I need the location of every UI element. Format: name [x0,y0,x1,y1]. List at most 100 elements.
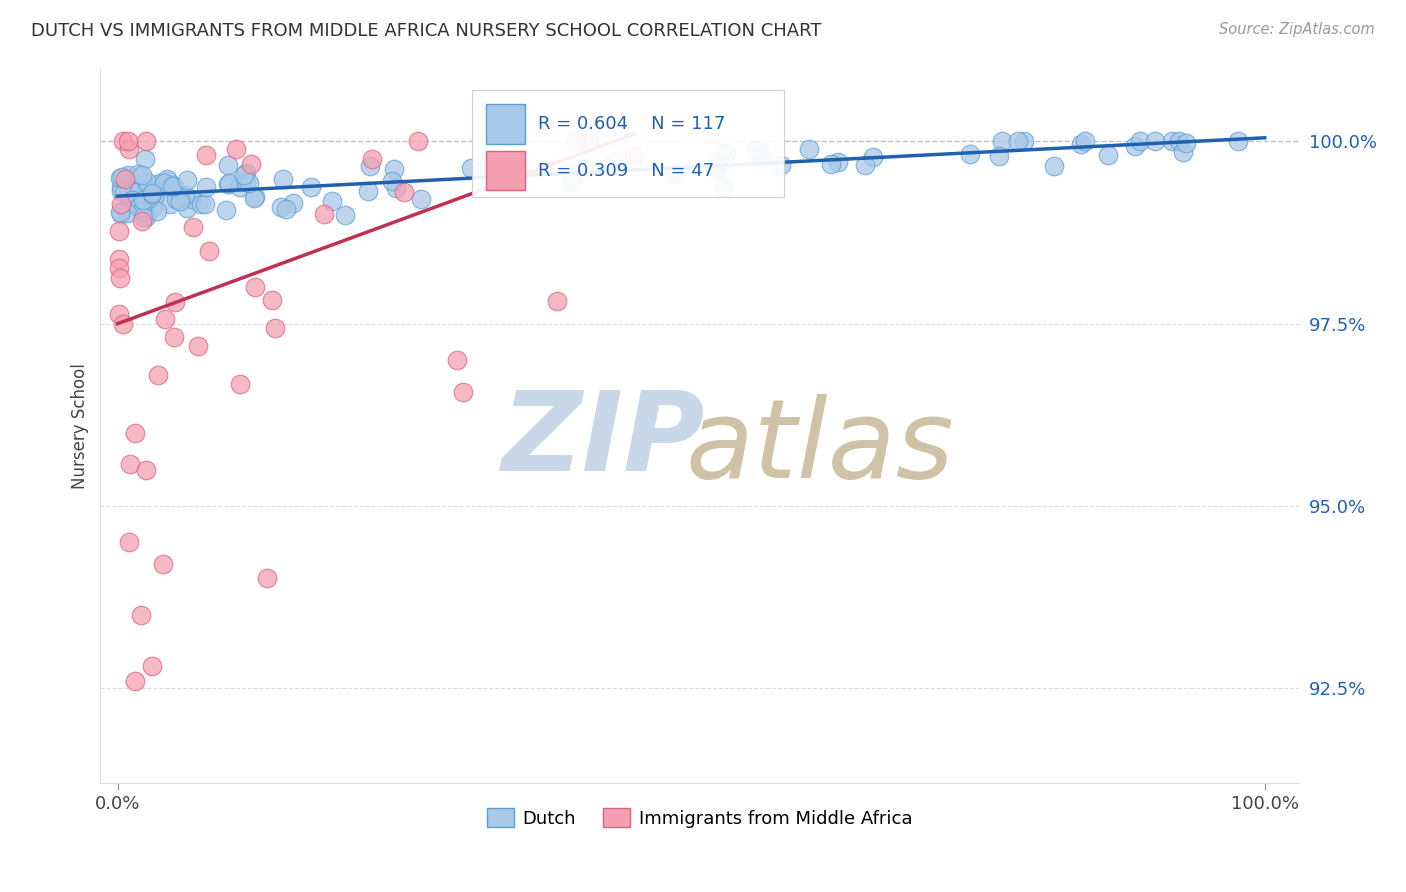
Point [141,187,163,202]
Point [134,201,156,215]
Point [141,659,163,673]
Point [745,143,768,157]
Point [169,194,191,209]
Point [155,312,177,326]
Text: DUTCH VS IMMIGRANTS FROM MIDDLE AFRICA NURSERY SCHOOL CORRELATION CHART: DUTCH VS IMMIGRANTS FROM MIDDLE AFRICA N… [31,22,821,40]
Point [1227,135,1250,149]
Point [163,294,186,309]
Point [108,224,131,238]
Point [664,167,686,181]
Point [229,180,252,194]
Point [187,338,209,352]
Point [260,293,283,307]
Y-axis label: Nursery School: Nursery School [72,363,89,489]
Point [131,214,153,228]
Point [263,321,285,335]
Point [256,571,278,585]
Point [1143,135,1166,149]
Point [121,188,143,202]
Point [110,197,132,211]
Point [382,162,405,177]
Point [135,193,157,207]
Point [138,181,160,195]
Point [799,142,821,156]
Point [114,171,136,186]
Point [108,270,131,285]
Point [135,135,157,149]
Point [1070,137,1092,152]
Point [127,200,149,214]
Point [157,174,180,188]
Point [124,426,146,441]
Point [1043,160,1066,174]
Point [112,317,135,331]
Point [1171,145,1194,159]
Point [1175,136,1198,150]
Point [118,142,141,156]
Point [505,165,527,179]
Point [132,192,155,206]
Point [385,181,408,195]
Point [959,146,981,161]
Point [546,294,568,309]
Point [704,162,727,177]
Point [987,148,1010,162]
Point [232,168,254,182]
Point [124,673,146,688]
Point [112,135,135,149]
Point [1167,135,1189,149]
Point [170,188,193,202]
Point [312,207,335,221]
Point [827,154,849,169]
Point [160,178,183,193]
Point [749,147,772,161]
Point [108,205,131,219]
Point [128,200,150,214]
Point [120,457,142,471]
Point [149,176,172,190]
Point [574,161,596,176]
Point [235,175,257,189]
Point [333,208,356,222]
Point [713,180,735,194]
Point [141,186,163,200]
Point [195,180,218,194]
Point [299,180,322,194]
Point [508,174,530,188]
Point [1123,138,1146,153]
Point [1007,135,1029,149]
Point [131,168,153,182]
Point [578,135,600,149]
Point [165,192,187,206]
Point [453,385,475,400]
Point [820,157,842,171]
Legend: Dutch, Immigrants from Middle Africa: Dutch, Immigrants from Middle Africa [479,801,920,835]
Point [460,161,482,176]
Point [217,178,239,192]
Point [138,194,160,209]
FancyBboxPatch shape [486,104,524,144]
Point [112,186,135,200]
Text: R = 0.604    N = 117: R = 0.604 N = 117 [538,115,725,133]
Point [242,191,264,205]
Point [107,252,129,267]
Point [1097,147,1119,161]
Point [446,352,468,367]
Point [853,158,876,172]
Point [394,186,416,200]
Point [142,184,165,198]
Point [134,152,156,166]
Point [118,535,141,549]
Point [135,462,157,476]
Point [136,175,159,189]
Point [166,192,188,206]
Point [163,178,186,193]
Point [143,189,166,203]
Point [181,220,204,235]
Point [156,171,179,186]
Point [141,202,163,216]
Point [122,178,145,193]
Point [117,182,139,196]
Point [190,197,212,211]
Point [132,211,155,225]
